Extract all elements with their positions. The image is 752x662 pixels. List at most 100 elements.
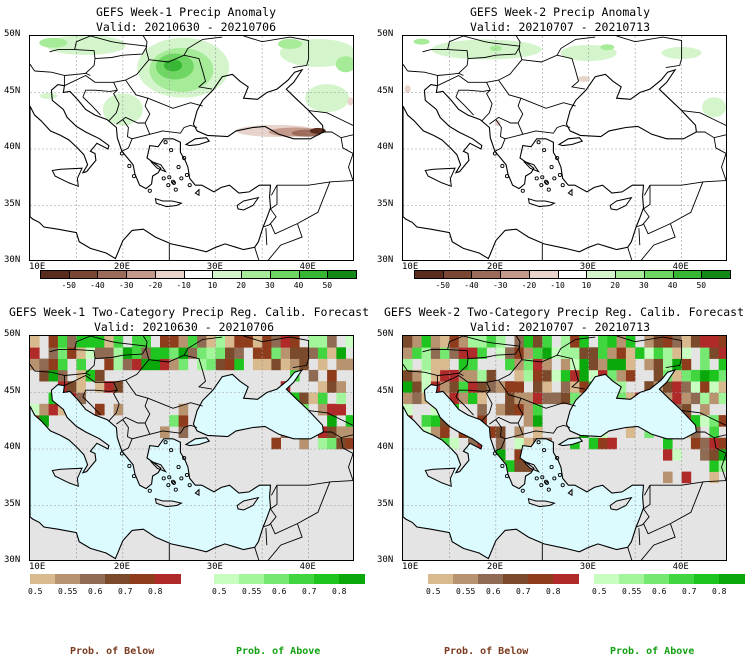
prob-above-colorbar-swatch	[264, 574, 290, 584]
map-svg	[30, 36, 353, 260]
anomaly-colorbar-label: 30	[265, 281, 275, 290]
prob-below-colorbar-label: 0.5	[426, 587, 441, 596]
prob-below-colorbar-label: 0.7	[516, 587, 531, 596]
prob-above-colorbar-label: 0.8	[332, 587, 347, 596]
anomaly-colorbar-swatch	[154, 270, 185, 279]
anomaly-colorbar-swatch	[241, 270, 271, 279]
prob-below-colorbar-swatch	[553, 574, 579, 584]
anomaly-colorbar-swatch	[414, 270, 444, 279]
map-svg	[403, 336, 726, 560]
panel-title: GEFS Week-2 Precip Anomaly	[470, 5, 651, 19]
prob-below-colorbar-label: 0.55	[58, 587, 78, 596]
lon-tick-label: 10E	[402, 562, 419, 572]
anomaly-colorbar-label: 20	[236, 281, 246, 290]
map-week1-prob	[29, 335, 354, 561]
prob-above-colorbar-label: 0.5	[212, 587, 227, 596]
anomaly-colorbar-label: -10	[550, 281, 565, 290]
prob-above-colorbar-swatch	[619, 574, 645, 584]
anomaly-colorbar-label: -50	[435, 281, 450, 290]
anomaly-colorbar-label: -30	[492, 281, 508, 290]
anomaly-colorbar-swatch	[126, 270, 156, 279]
map-week2-prob	[402, 335, 727, 561]
panel-valid-dates: Valid: 20210630 - 20210706	[96, 20, 277, 34]
map-svg	[403, 36, 726, 260]
anomaly-colorbar-swatch	[528, 270, 559, 279]
lat-tick-label: 35N	[377, 198, 394, 209]
prob-above-colorbar-swatch	[289, 574, 315, 584]
panel-valid-dates: Valid: 20210707 - 20210713	[470, 320, 651, 334]
anomaly-colorbar-swatch	[701, 270, 731, 279]
lon-tick-label: 10E	[29, 262, 46, 272]
panel-week1-prob: GEFS Week-1 Two-Category Precip Reg. Cal…	[0, 300, 376, 662]
lon-tick-label: 30E	[579, 562, 596, 572]
anomaly-colorbar-swatch	[298, 270, 329, 279]
lat-tick-label: 40N	[4, 142, 21, 152]
map-svg	[30, 336, 353, 560]
lat-tick-label: 40N	[377, 442, 394, 452]
panel-week2-prob: GEFS Week-2 Two-Category Precip Reg. Cal…	[376, 300, 752, 662]
prob-above-caption: Prob. of Above	[236, 646, 321, 657]
lon-tick-label: 20E	[113, 262, 131, 272]
lon-tick-label: 10E	[402, 262, 419, 272]
prob-below-colorbar-swatch	[30, 574, 56, 584]
anomaly-colorbar-label: -30	[118, 281, 134, 290]
anomaly-colorbar-swatch	[442, 270, 473, 279]
prob-below-caption: Prob. of Below	[444, 646, 529, 657]
prob-below-colorbar-swatch	[80, 574, 106, 584]
prob-below-caption: Prob. of Below	[70, 646, 155, 657]
prob-above-colorbar-swatch	[239, 574, 265, 584]
prob-below-colorbar-swatch	[130, 574, 156, 584]
prob-above-colorbar-label: 0.7	[682, 587, 697, 596]
panel-title: GEFS Week-2 Two-Category Precip Reg. Cal…	[384, 305, 745, 319]
prob-above-colorbar-swatch	[719, 574, 745, 584]
prob-below-colorbar-swatch	[528, 574, 554, 584]
anomaly-colorbar-label: -20	[147, 281, 163, 290]
anomaly-colorbar-label: -50	[61, 281, 76, 290]
prob-above-caption: Prob. of Above	[610, 646, 695, 657]
prob-above-colorbar-label: 0.5	[592, 587, 607, 596]
anomaly-colorbar-label: 30	[639, 281, 649, 290]
lat-tick-label: 40N	[4, 442, 21, 452]
anomaly-colorbar-swatch	[500, 270, 530, 279]
anomaly-colorbar-label: -20	[521, 281, 537, 290]
lat-tick-label: 50N	[377, 329, 394, 339]
lat-tick-label: 40N	[377, 142, 394, 152]
lat-tick-label: 35N	[4, 498, 21, 509]
prob-below-colorbar-label: 0.8	[148, 587, 163, 596]
prob-above-colorbar-swatch	[669, 574, 695, 584]
prob-above-colorbar-swatch	[594, 574, 620, 584]
prob-below-colorbar-swatch	[55, 574, 81, 584]
prob-below-colorbar-label: 0.5	[28, 587, 43, 596]
lon-tick-label: 10E	[29, 562, 46, 572]
prob-below-colorbar-swatch	[453, 574, 479, 584]
lat-tick-label: 30N	[377, 555, 394, 565]
prob-below-colorbar-swatch	[503, 574, 529, 584]
lon-tick-label: 30E	[206, 562, 223, 572]
lat-tick-label: 35N	[377, 498, 394, 509]
lat-tick-label: 30N	[377, 255, 394, 265]
anomaly-colorbar-swatch	[672, 270, 703, 279]
prob-below-colorbar-swatch	[155, 574, 181, 584]
lon-tick-label: 20E	[113, 562, 131, 572]
anomaly-colorbar-label: 10	[581, 281, 592, 290]
prob-above-colorbar-swatch	[214, 574, 240, 584]
prob-above-colorbar-label: 0.8	[712, 587, 727, 596]
anomaly-colorbar-label: 20	[610, 281, 620, 290]
anomaly-colorbar-swatch	[557, 270, 588, 279]
lat-tick-label: 45N	[377, 385, 394, 396]
anomaly-colorbar-label: 50	[696, 281, 707, 290]
lon-tick-label: 40E	[672, 262, 689, 272]
prob-above-colorbar-label: 0.55	[622, 587, 642, 596]
lat-tick-label: 50N	[4, 329, 21, 339]
anomaly-colorbar-swatch	[643, 270, 674, 279]
prob-below-colorbar-label: 0.55	[456, 587, 476, 596]
anomaly-colorbar-label: 40	[667, 281, 678, 290]
lon-tick-label: 40E	[299, 262, 316, 272]
prob-below-colorbar-swatch	[478, 574, 504, 584]
lat-tick-label: 35N	[4, 198, 21, 209]
lat-tick-label: 45N	[4, 385, 21, 396]
anomaly-colorbar-swatch	[183, 270, 214, 279]
lat-tick-label: 30N	[4, 255, 21, 265]
anomaly-colorbar-label: -10	[176, 281, 191, 290]
lat-tick-label: 50N	[4, 29, 21, 39]
